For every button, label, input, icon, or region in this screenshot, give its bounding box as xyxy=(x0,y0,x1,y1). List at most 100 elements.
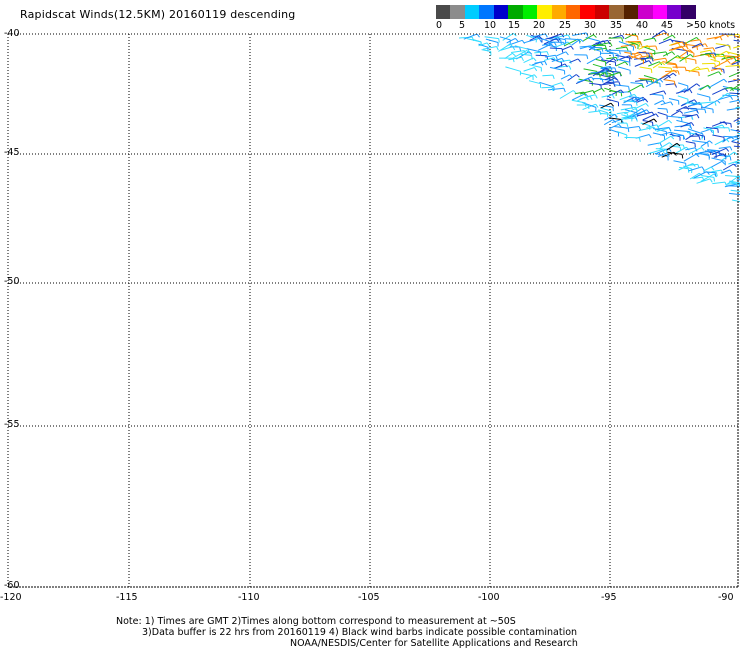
wind-barb xyxy=(628,55,644,65)
wind-barb xyxy=(606,81,621,86)
wind-barb xyxy=(730,189,740,193)
wind-barb xyxy=(526,48,542,56)
colorbar-swatch xyxy=(537,5,552,19)
wind-barb xyxy=(582,102,597,112)
wind-barb xyxy=(643,37,657,42)
wind-barb xyxy=(685,102,703,108)
wind-barb xyxy=(534,51,549,56)
wind-barb xyxy=(657,135,675,145)
wind-barb xyxy=(727,185,740,187)
wind-barb xyxy=(657,111,668,120)
wind-barb xyxy=(553,34,571,39)
lon-label: -115 xyxy=(116,592,138,603)
wind-barb xyxy=(542,74,555,80)
wind-barb xyxy=(616,111,629,117)
wind-barb xyxy=(504,52,516,60)
wind-barb xyxy=(543,38,560,45)
wind-barb xyxy=(601,94,615,99)
wind-barb xyxy=(691,43,704,48)
wind-barb xyxy=(657,119,673,128)
wind-barb xyxy=(617,122,629,128)
wind-barb xyxy=(592,67,610,77)
wind-barb xyxy=(523,57,537,64)
wind-barb xyxy=(638,126,657,132)
wind-barb xyxy=(649,90,667,96)
colorbar-swatch xyxy=(436,5,451,19)
wind-barb xyxy=(729,92,740,95)
wind-barb xyxy=(707,71,722,77)
wind-barb xyxy=(484,36,500,43)
wind-barb xyxy=(735,129,740,132)
wind-barb xyxy=(715,55,728,61)
wind-barb xyxy=(600,59,617,66)
wind-barb xyxy=(690,39,702,44)
wind-barb xyxy=(675,146,690,154)
lat-label: -40 xyxy=(4,28,20,39)
wind-barb xyxy=(659,142,673,150)
wind-barb xyxy=(645,78,664,88)
wind-barb xyxy=(595,39,611,45)
colorbar-swatch xyxy=(508,5,523,19)
wind-barb xyxy=(710,78,728,88)
wind-barb xyxy=(577,76,595,83)
wind-barb xyxy=(733,117,740,122)
lon-label: -120 xyxy=(0,592,22,603)
wind-barb xyxy=(615,46,629,51)
wind-barb xyxy=(652,61,666,69)
lat-label: -45 xyxy=(4,147,20,158)
wind-barb xyxy=(728,192,740,196)
wind-barb xyxy=(574,54,589,60)
wind-barb xyxy=(695,133,706,141)
colorbar-swatch xyxy=(681,5,696,19)
wind-barb xyxy=(577,96,589,102)
wind-barb xyxy=(712,134,725,142)
wind-barb xyxy=(666,115,683,122)
wind-barb xyxy=(596,42,613,47)
wind-barb xyxy=(523,67,538,72)
wind-barb xyxy=(685,141,696,148)
colorbar-swatch xyxy=(638,5,653,19)
wind-barb xyxy=(683,109,700,114)
wind-barb xyxy=(657,152,670,157)
wind-barb xyxy=(733,162,740,166)
wind-barb xyxy=(713,127,731,132)
colorbar-swatch xyxy=(522,5,538,19)
colorbar-swatch xyxy=(493,5,509,19)
wind-barb xyxy=(703,127,714,135)
wind-barb xyxy=(623,98,635,104)
wind-barb xyxy=(703,166,715,172)
wind-barb xyxy=(672,66,687,72)
wind-barb xyxy=(615,61,629,67)
wind-barb xyxy=(688,146,705,155)
lat-label: -50 xyxy=(4,276,20,287)
wind-barb xyxy=(505,66,521,76)
colorbar-label: 40 xyxy=(636,20,649,31)
wind-barb xyxy=(636,98,649,103)
wind-barb xyxy=(683,83,701,94)
wind-barb xyxy=(600,67,617,72)
colorbar-label: >50 knots xyxy=(686,20,736,31)
wind-barb xyxy=(728,71,740,78)
wind-barb xyxy=(621,115,634,120)
wind-barb xyxy=(718,146,733,151)
wind-barb xyxy=(712,181,727,187)
note-line-1: Note: 1) Times are GMT 2)Times along bot… xyxy=(116,616,516,627)
wind-barb xyxy=(654,100,666,105)
wind-barb xyxy=(699,101,717,106)
wind-barb xyxy=(727,51,740,56)
wind-barb xyxy=(658,38,674,45)
wind-barb xyxy=(560,74,573,80)
wind-barb xyxy=(591,44,607,50)
wind-barb xyxy=(654,126,672,132)
wind-barb xyxy=(719,121,732,128)
note-line-2: 3)Data buffer is 22 hrs from 20160119 4)… xyxy=(142,627,578,638)
wind-barb xyxy=(652,132,666,140)
wind-barb xyxy=(692,67,710,73)
wind-barb xyxy=(712,87,729,95)
wind-barb xyxy=(713,60,731,68)
wind-barb xyxy=(666,142,681,151)
wind-barb xyxy=(613,84,630,91)
wind-barb xyxy=(736,179,740,181)
colorbar-swatch xyxy=(609,5,624,19)
